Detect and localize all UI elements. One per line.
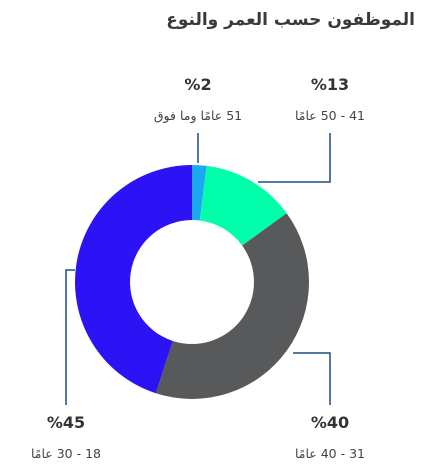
slice-category-label-31-40: 31 - 40 عامًا [295,446,365,461]
slice-value-label-41-50: %13 [311,75,349,94]
slice-value-label-51-plus: %2 [184,75,211,94]
leader-line-41-50 [258,133,331,183]
chart-title: الموظفون حسب العمر والنوع [166,10,415,30]
donut-slice-31-40 [155,213,310,400]
slice-category-label-18-30: 18 - 30 عامًا [31,446,101,461]
leader-line-18-30 [65,269,75,405]
slice-value-label-18-30: %45 [47,413,85,432]
donut-slice-51-plus [192,165,207,221]
leader-line-31-40 [293,352,331,405]
donut-slice-18-30 [75,165,192,394]
slice-category-label-51-plus: 51 عامًا وما فوق [154,108,242,124]
slice-category-label-41-50: 41 - 50 عامًا [295,108,365,123]
slice-value-label-31-40: %40 [311,413,349,432]
donut-slice-41-50 [199,165,287,246]
